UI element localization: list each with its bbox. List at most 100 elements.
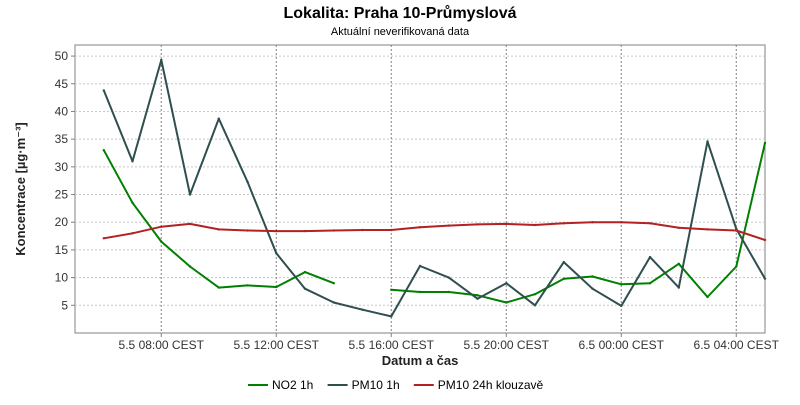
- data-point: [390, 228, 393, 232]
- data-point: [447, 290, 450, 294]
- legend-item: NO2 1h: [248, 378, 313, 392]
- y-tick-label: 25: [55, 188, 69, 202]
- data-point: [505, 222, 508, 226]
- data-point: [763, 238, 767, 242]
- y-tick-label: 5: [61, 298, 68, 312]
- y-tick-label: 45: [55, 77, 69, 91]
- legend-item: PM10 1h: [327, 378, 400, 392]
- data-point: [763, 277, 767, 280]
- data-point: [418, 290, 422, 294]
- data-point: [102, 149, 106, 152]
- y-tick-label: 35: [55, 132, 69, 146]
- data-point: [275, 285, 278, 289]
- data-point: [562, 222, 565, 225]
- data-point: [447, 224, 450, 227]
- data-point: [591, 287, 594, 290]
- chart-subtitle: Aktuální neverifikovaná data: [331, 26, 470, 38]
- data-point: [648, 282, 652, 285]
- data-point: [620, 304, 623, 308]
- x-tick-label: 5.5 20:00 CEST: [464, 338, 550, 352]
- legend-label: NO2 1h: [272, 378, 313, 392]
- data-point: [246, 229, 249, 232]
- data-point: [562, 277, 565, 280]
- data-point: [131, 232, 134, 235]
- data-point: [303, 287, 307, 290]
- data-point: [246, 180, 249, 183]
- data-point: [677, 262, 680, 265]
- grid: [75, 45, 765, 333]
- data-point: [418, 264, 422, 268]
- data-point: [735, 265, 738, 268]
- data-point: [476, 294, 479, 297]
- data-point: [188, 265, 192, 268]
- series-line: [102, 59, 766, 318]
- data-point: [160, 58, 163, 62]
- legend-label: PM10 24h klouzavě: [438, 378, 544, 392]
- chart-title: Lokalita: Praha 10-Průmyslová: [284, 5, 517, 22]
- data-point: [533, 223, 537, 227]
- data-point: [447, 276, 450, 279]
- data-point: [677, 286, 680, 289]
- data-point: [505, 282, 508, 285]
- data-point: [735, 229, 738, 232]
- data-point: [591, 275, 594, 278]
- x-tick-label: 5.5 16:00 CEST: [349, 338, 435, 352]
- series-2: [102, 221, 767, 242]
- data-point: [620, 283, 623, 286]
- data-point: [706, 140, 709, 143]
- legend-label: PM10 1h: [352, 378, 400, 392]
- data-point: [131, 160, 134, 163]
- axes: 5 10 15 20 25 30 35 40 45 50 5.5 08:00 CEST 5.5 12:…: [55, 49, 780, 352]
- data-point: [303, 270, 307, 274]
- data-point: [102, 237, 106, 240]
- data-point: [648, 255, 652, 259]
- data-point: [505, 301, 508, 304]
- y-tick-label: 20: [55, 215, 69, 229]
- data-point: [390, 315, 393, 318]
- x-tick-label: 6.5 04:00 CEST: [694, 338, 780, 352]
- y-tick-label: 10: [55, 271, 69, 285]
- data-point: [648, 222, 652, 225]
- data-point: [275, 229, 278, 233]
- data-point: [246, 284, 249, 287]
- data-point: [303, 229, 307, 233]
- data-point: [763, 141, 767, 145]
- x-tick-label: 5.5 08:00 CEST: [119, 338, 205, 352]
- data-point: [361, 308, 364, 311]
- data-point: [332, 301, 335, 304]
- data-point: [533, 304, 537, 307]
- data-point: [361, 228, 364, 232]
- y-tick-label: 15: [55, 243, 69, 257]
- data-point: [677, 226, 680, 229]
- data-point: [706, 295, 709, 299]
- x-tick-label: 6.5 00:00 CEST: [579, 338, 665, 352]
- x-axis-title: Datum a čas: [382, 353, 459, 368]
- y-tick-label: 30: [55, 160, 69, 174]
- data-point: [275, 252, 278, 255]
- data-point: [102, 89, 106, 92]
- plot-area: [74, 44, 766, 334]
- data-point: [390, 288, 393, 291]
- data-point: [188, 222, 192, 226]
- data-point: [160, 240, 163, 243]
- legend: NO2 1h PM10 1h PM10 24h klouzavě: [248, 378, 544, 392]
- legend-item: PM10 24h klouzavě: [413, 378, 544, 392]
- series-line: [103, 221, 766, 241]
- series-1: [102, 58, 767, 318]
- data-point: [562, 260, 565, 264]
- y-axis-title: Koncentrace [µg·m⁻³]: [13, 122, 28, 256]
- data-point: [332, 229, 335, 232]
- data-point: [706, 228, 709, 231]
- data-point: [188, 193, 192, 196]
- data-point: [217, 117, 220, 120]
- data-point: [217, 228, 220, 231]
- data-point: [620, 221, 623, 224]
- data-point: [332, 282, 335, 285]
- y-tick-label: 40: [55, 104, 69, 118]
- data-point: [476, 223, 479, 226]
- data-point: [131, 201, 134, 204]
- data-point: [476, 297, 479, 300]
- data-point: [160, 225, 163, 228]
